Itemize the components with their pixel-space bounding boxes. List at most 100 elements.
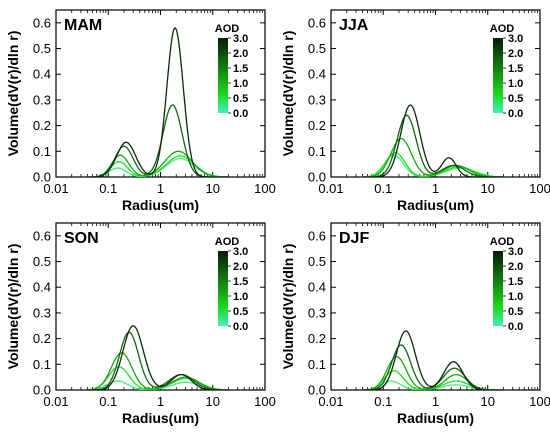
colorbar-tick-label: 1.5 [233,276,248,288]
y-tick-label: 0.0 [33,170,51,185]
x-tick-label: 100 [529,181,550,196]
x-axis-label: Radius(um) [397,197,474,213]
colorbar-tick-label: 1.5 [508,276,523,288]
panel-title: DJF [339,230,369,247]
x-axis-label: Radius(um) [397,410,474,426]
colorbar-title: AOD [490,236,515,248]
series-line-aod-1 [87,352,229,390]
colorbar-tick-label: 1.0 [508,78,523,90]
series-group [87,27,229,177]
colorbar-tick-label: 1.5 [233,63,248,75]
panel-title: SON [64,230,99,247]
y-tick-label: 0.0 [308,170,326,185]
panel-title: MAM [64,17,102,34]
series-line-aod-1 [362,355,504,390]
series-line-aod-2 [362,104,504,177]
x-axis: 0.01 0.1 1 10 100 [43,10,276,196]
colorbar-bar [218,251,228,326]
x-tick-label: 1 [432,181,439,196]
y-tick-label: 0.4 [33,280,51,295]
colorbar-tick-label: 0.5 [233,306,248,318]
x-tick-label: 100 [254,181,276,196]
x-tick-label: 0.1 [374,394,392,409]
x-tick-label: 1 [157,394,164,409]
y-axis-label: Volume(dV(r)/dln r) [5,244,21,370]
colorbar-tick-label: 1.0 [233,291,248,303]
colorbar-tick-label: 0.0 [233,108,248,120]
y-tick-label: 0.3 [308,305,326,320]
y-tick-label: 0.5 [308,41,326,56]
y-axis: 0.0 0.1 0.2 0.3 0.4 0.5 0.6 [308,228,540,398]
colorbar-tick-label: 2.0 [508,48,523,60]
series-line-aod-1-5 [87,331,229,390]
y-tick-label: 0.5 [308,254,326,269]
colorbar-tick-label: 3.0 [233,246,248,258]
chart-panel-jja: 0.01 0.1 1 10 100 0.0 0.1 0.2 0.3 0.4 0.5 0.6 Radius… [280,9,550,213]
x-tick-label: 10 [481,394,495,409]
y-tick-label: 0.6 [308,15,326,30]
series-group [362,330,504,390]
x-tick-label: 10 [481,181,495,196]
x-tick-label: 0.1 [374,181,392,196]
y-axis-label: Volume(dV(r)/dln r) [280,31,296,157]
x-tick-label: 10 [206,181,220,196]
y-tick-label: 0.1 [33,144,51,159]
panel-title: JJA [339,17,369,34]
colorbar-tick-label: 2.0 [233,261,248,273]
x-tick-label: 0.01 [43,394,68,409]
colorbar-bar [218,38,228,113]
chart-panel-mam: 0.01 0.1 1 10 100 0.0 0.1 0.2 0.3 0.4 0.5 0.6 Radius… [5,9,276,213]
y-tick-label: 0.6 [33,15,51,30]
y-tick-label: 0.1 [308,357,326,372]
colorbar-tick-label: 2.0 [233,48,248,60]
x-axis: 0.01 0.1 1 10 100 [43,223,276,409]
x-tick-label: 1 [432,394,439,409]
series-line-aod-2 [87,27,229,177]
colorbar-tick-label: 1.5 [508,63,523,75]
x-tick-label: 0.1 [99,394,117,409]
colorbar-tick-label: 1.0 [233,78,248,90]
colorbar-tick-label: 0.5 [508,93,523,105]
y-axis: 0.0 0.1 0.2 0.3 0.4 0.5 0.6 [308,15,540,185]
y-tick-label: 0.1 [33,357,51,372]
y-tick-label: 0.4 [308,280,326,295]
series-line-aod-1-5 [362,114,504,177]
series-line-aod-2 [87,325,229,390]
series-line-aod-1 [362,137,504,177]
colorbar-tick-label: 3.0 [233,33,248,45]
y-tick-label: 0.3 [308,92,326,107]
y-tick-label: 0.1 [308,144,326,159]
colorbar-tick-label: 0.0 [508,108,523,120]
x-tick-label: 0.01 [318,394,343,409]
y-tick-label: 0.6 [308,228,326,243]
y-tick-label: 0.2 [308,331,326,346]
colorbar-title: AOD [215,236,240,248]
colorbar-tick-label: 2.0 [508,261,523,273]
y-axis-label: Volume(dV(r)/dln r) [5,31,21,157]
x-tick-label: 100 [254,394,276,409]
x-axis-label: Radius(um) [122,410,199,426]
y-tick-label: 0.5 [33,41,51,56]
colorbar-title: AOD [215,23,240,35]
x-axis: 0.01 0.1 1 10 100 [318,10,550,196]
x-tick-label: 0.01 [318,181,343,196]
colorbar-tick-label: 0.5 [233,93,248,105]
y-tick-label: 0.2 [308,118,326,133]
x-tick-label: 100 [529,394,550,409]
colorbar-title: AOD [490,23,515,35]
y-tick-label: 0.2 [33,118,51,133]
y-tick-label: 0.0 [33,383,51,398]
colorbar-bar [493,38,503,113]
y-tick-label: 0.3 [33,305,51,320]
y-tick-label: 0.3 [33,92,51,107]
y-axis: 0.0 0.1 0.2 0.3 0.4 0.5 0.6 [33,228,265,398]
colorbar-tick-label: 0.5 [508,306,523,318]
series-line-aod-2 [362,330,504,390]
colorbar-tick-label: 0.0 [508,321,523,333]
x-tick-label: 1 [157,181,164,196]
y-axis-label: Volume(dV(r)/dln r) [280,244,296,370]
